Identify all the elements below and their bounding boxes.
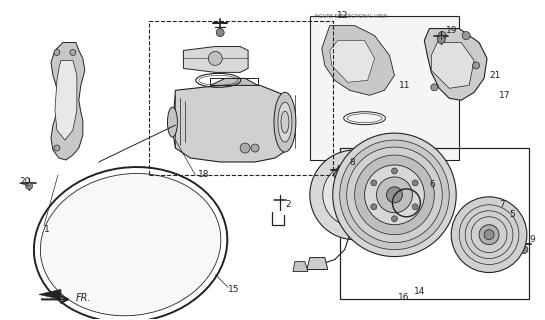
Circle shape	[431, 84, 438, 91]
Circle shape	[54, 145, 60, 151]
Circle shape	[473, 62, 480, 69]
Text: 12: 12	[337, 11, 348, 20]
Circle shape	[371, 204, 377, 210]
Circle shape	[340, 140, 449, 250]
Polygon shape	[39, 289, 61, 300]
Ellipse shape	[40, 173, 221, 316]
Circle shape	[323, 163, 386, 227]
Polygon shape	[293, 261, 308, 271]
Text: 11: 11	[399, 81, 411, 90]
Circle shape	[70, 50, 76, 55]
Text: 7: 7	[499, 200, 505, 209]
Text: 20: 20	[19, 177, 31, 187]
Circle shape	[437, 36, 445, 44]
Circle shape	[391, 216, 397, 222]
Circle shape	[484, 230, 494, 240]
Text: 14: 14	[414, 287, 426, 296]
Text: 9: 9	[529, 235, 535, 244]
Polygon shape	[322, 26, 395, 95]
Circle shape	[462, 32, 470, 40]
Circle shape	[412, 204, 418, 210]
Text: 18: 18	[198, 171, 210, 180]
Circle shape	[333, 133, 456, 257]
Circle shape	[386, 187, 402, 203]
Circle shape	[520, 246, 528, 253]
Circle shape	[352, 155, 421, 225]
Circle shape	[334, 171, 342, 179]
Circle shape	[240, 143, 250, 153]
Circle shape	[377, 177, 413, 213]
Text: 2: 2	[285, 200, 290, 209]
Circle shape	[347, 147, 442, 243]
Circle shape	[216, 28, 224, 36]
Text: SECTIONAL VIEW: SECTIONAL VIEW	[344, 14, 387, 19]
Circle shape	[438, 32, 446, 40]
Ellipse shape	[274, 92, 296, 152]
Circle shape	[26, 182, 33, 189]
Ellipse shape	[281, 111, 289, 133]
Text: 1: 1	[44, 225, 50, 234]
Text: 19: 19	[446, 26, 458, 35]
Circle shape	[371, 180, 377, 186]
Circle shape	[310, 150, 399, 240]
Text: FR.: FR.	[76, 293, 92, 303]
Circle shape	[365, 165, 425, 225]
Polygon shape	[307, 258, 328, 269]
Polygon shape	[183, 46, 248, 72]
Polygon shape	[55, 60, 77, 140]
Text: 8: 8	[350, 158, 355, 167]
Bar	[310, 16, 459, 160]
Text: 6: 6	[429, 180, 435, 189]
Polygon shape	[51, 43, 85, 160]
Text: FIGURE SEE: FIGURE SEE	[315, 14, 344, 19]
Text: 16: 16	[397, 293, 409, 302]
Circle shape	[341, 181, 368, 209]
Polygon shape	[210, 78, 258, 85]
Bar	[149, 20, 333, 175]
Polygon shape	[172, 85, 295, 162]
Circle shape	[412, 180, 418, 186]
Circle shape	[361, 164, 413, 216]
Text: 17: 17	[499, 91, 511, 100]
Circle shape	[54, 50, 60, 55]
Text: 5: 5	[509, 210, 514, 219]
Circle shape	[208, 52, 222, 65]
Circle shape	[374, 178, 398, 202]
Text: 15: 15	[228, 285, 240, 294]
Ellipse shape	[278, 102, 292, 142]
Circle shape	[451, 197, 527, 273]
Text: 21: 21	[489, 71, 500, 80]
Polygon shape	[431, 43, 474, 88]
Polygon shape	[425, 28, 487, 100]
Ellipse shape	[167, 107, 178, 137]
Polygon shape	[330, 41, 374, 82]
Circle shape	[355, 155, 434, 235]
Circle shape	[391, 168, 397, 174]
Circle shape	[479, 225, 499, 244]
Circle shape	[251, 144, 259, 152]
